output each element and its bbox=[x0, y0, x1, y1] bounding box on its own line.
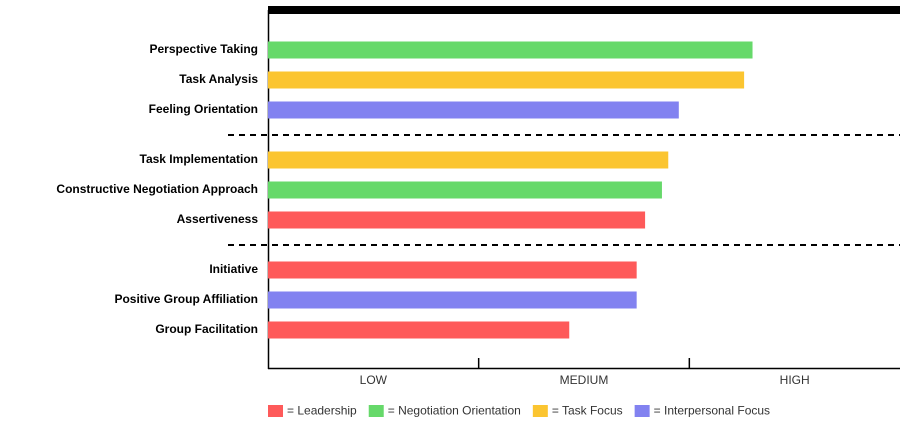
x-tick-label: LOW bbox=[360, 373, 388, 387]
bar bbox=[268, 211, 646, 229]
top-band bbox=[268, 6, 900, 14]
legend-label: = Task Focus bbox=[552, 404, 623, 418]
bar bbox=[268, 101, 679, 119]
bar bbox=[268, 181, 662, 199]
category-label: Group Facilitation bbox=[155, 322, 258, 336]
category-label: Positive Group Affiliation bbox=[114, 292, 258, 306]
category-label: Constructive Negotiation Approach bbox=[56, 182, 258, 196]
x-tick-label: MEDIUM bbox=[560, 373, 609, 387]
legend-swatch bbox=[634, 405, 650, 417]
category-label: Perspective Taking bbox=[150, 42, 259, 56]
bar bbox=[268, 321, 570, 339]
legend-swatch bbox=[368, 405, 384, 417]
legend-swatch bbox=[268, 405, 283, 417]
category-label: Feeling Orientation bbox=[149, 102, 258, 116]
x-tick-label: HIGH bbox=[780, 373, 810, 387]
legend-label: = Leadership bbox=[287, 404, 357, 418]
category-label: Task Implementation bbox=[140, 152, 258, 166]
legend-label: = Negotiation Orientation bbox=[388, 404, 521, 418]
legend-label: = Interpersonal Focus bbox=[654, 404, 770, 418]
category-label: Assertiveness bbox=[177, 212, 259, 226]
bar bbox=[268, 261, 637, 279]
category-label: Initiative bbox=[209, 262, 258, 276]
bar bbox=[268, 151, 669, 169]
legend-swatch bbox=[532, 405, 548, 417]
category-label: Task Analysis bbox=[179, 72, 258, 86]
bar bbox=[268, 41, 753, 59]
bar bbox=[268, 71, 745, 89]
bar bbox=[268, 291, 637, 309]
